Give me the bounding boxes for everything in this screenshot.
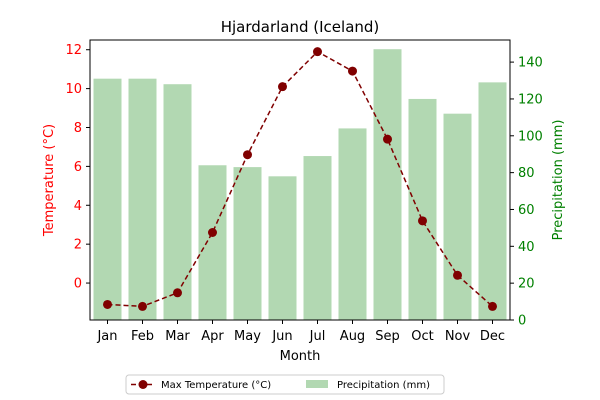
temperature-point-mar [173, 288, 182, 298]
temperature-point-oct [418, 216, 427, 226]
chart-title: Hjardarland (Iceland) [221, 18, 380, 36]
y-right-tick-label: 140 [518, 56, 543, 71]
x-tick-label: Dec [480, 329, 505, 344]
precipitation-bar-oct [408, 98, 437, 321]
x-tick-label: Jun [271, 329, 292, 344]
precipitation-bar-apr [198, 165, 227, 320]
temperature-point-jul [313, 47, 322, 57]
x-tick-label: Sep [375, 329, 400, 344]
temperature-line-series [103, 47, 497, 311]
precipitation-bar-nov [443, 113, 472, 321]
y-right-tick-label: 0 [518, 314, 526, 329]
legend: Max Temperature (°C) Precipitation (mm) [125, 374, 445, 395]
y-axis-left-label: Temperature (°C) [42, 124, 57, 237]
precipitation-bars [93, 49, 507, 321]
precipitation-bar-jun [268, 176, 297, 320]
precipitation-bar-aug [338, 128, 367, 320]
legend-label-temperature: Max Temperature (°C) [161, 380, 271, 391]
precipitation-bar-sep [373, 49, 402, 321]
precipitation-bar-dec [478, 82, 507, 320]
x-tick-label: Jan [96, 329, 117, 344]
y-right-tick-label: 40 [518, 240, 535, 255]
temperature-point-apr [208, 228, 217, 237]
y-right-tick-label: 100 [518, 129, 543, 144]
x-tick-label: May [234, 329, 261, 344]
temperature-point-may [243, 150, 252, 160]
x-axis-label: Month [280, 349, 321, 364]
precipitation-bar-mar [163, 84, 192, 320]
y-axis-left: 0 2 4 6 8 10 12 [65, 43, 90, 292]
y-left-tick-label: 10 [65, 82, 82, 97]
y-axis-right-label: Precipitation (mm) [551, 120, 566, 241]
temperature-point-nov [453, 270, 462, 280]
y-axis-right: 0 20 40 60 80 100 120 140 [510, 56, 543, 329]
x-tick-label: Nov [445, 329, 471, 344]
y-right-tick-label: 80 [518, 166, 535, 181]
temperature-point-aug [348, 66, 357, 76]
x-tick-label: Mar [165, 329, 190, 344]
temperature-point-jan [103, 299, 112, 309]
legend-frame [125, 374, 445, 395]
y-left-tick-label: 8 [74, 121, 82, 136]
x-tick-label: Feb [131, 329, 154, 344]
y-right-tick-label: 20 [518, 277, 535, 292]
precipitation-bar-jul [303, 156, 332, 320]
x-tick-label: Apr [201, 329, 224, 344]
temperature-point-dec [488, 301, 497, 311]
temperature-point-sep [383, 134, 392, 144]
y-left-tick-label: 2 [74, 238, 82, 253]
legend-marker-swatch [138, 380, 148, 389]
temperature-point-feb [138, 301, 147, 311]
x-tick-label: Aug [340, 329, 365, 344]
precipitation-bar-may [233, 167, 262, 320]
legend-label-precipitation: Precipitation (mm) [337, 380, 430, 391]
x-axis: Jan Feb Mar Apr May Jun Jul Aug Sep Oct Nov Dec [96, 320, 505, 344]
x-tick-label: Oct [411, 329, 433, 344]
precipitation-bar-feb [128, 78, 157, 321]
x-tick-label: Jul [309, 329, 326, 344]
y-right-tick-label: 60 [518, 203, 535, 218]
temperature-point-jun [278, 82, 287, 92]
y-left-tick-label: 0 [74, 277, 82, 292]
y-left-tick-label: 12 [65, 43, 82, 58]
y-left-tick-label: 6 [74, 160, 82, 175]
y-right-tick-label: 120 [518, 92, 543, 107]
temperature-line [107, 50, 493, 308]
plot-area-frame [89, 39, 511, 321]
legend-bar-swatch [306, 380, 328, 388]
precipitation-bar-jan [93, 78, 122, 321]
y-left-tick-label: 4 [74, 199, 82, 214]
